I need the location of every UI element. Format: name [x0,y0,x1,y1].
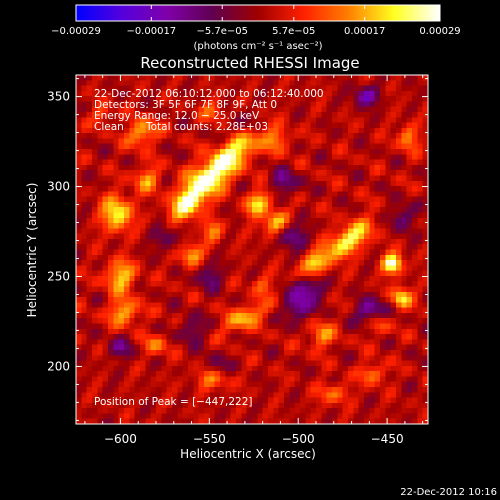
chart-title: Reconstructed RHESSI Image [140,54,359,72]
annotation-peak-position: Position of Peak = [−447,222] [94,396,253,408]
plot-frame [75,74,429,425]
annotation-clean: Clean [94,121,124,133]
colorbar-units-label: (photons cm⁻² s⁻¹ asec⁻²) [193,41,322,52]
y-axis: 200 250 300 350 [47,78,428,421]
y-tick-label: 250 [47,269,70,283]
annotation-time-range: 22-Dec-2012 06:10:12.000 to 06:12:40.000 [94,88,324,100]
annotation-energy-range: Energy Range: 12.0 − 25.0 keV [94,110,260,122]
x-tick-label: −600 [104,432,137,446]
x-tick-label: −450 [371,432,404,446]
colorbar-tick-label: 5.7e−05 [272,26,315,37]
colorbar-tick-label: −0.00017 [126,26,176,37]
annotation-detectors: Detectors: 3F 5F 6F 7F 8F 9F, Att 0 [94,99,277,111]
x-tick-label: −550 [193,432,226,446]
y-tick-label: 350 [47,90,70,104]
colorbar-ticks: −0.00029 −0.00017 −5.7e−05 5.7e−05 0.00017 0.… [51,5,461,37]
y-tick-label: 200 [47,359,70,373]
y-tick-label: 300 [47,180,70,194]
colorbar-tick-label: 0.00029 [419,26,460,37]
annotation-total-counts: Total counts: 2.28E+03 [145,121,268,133]
x-tick-label: −500 [282,432,315,446]
colorbar-tick-label: 0.00017 [344,26,385,37]
x-axis-label: Heliocentric X (arcsec) [180,447,316,461]
x-axis: −600 −550 −500 −450 [84,75,424,446]
colorbar-gradient [76,5,440,21]
colorbar-frame [75,4,441,22]
heatmap-image [76,75,428,424]
colorbar-tick-label: −5.7e−05 [196,26,248,37]
generation-timestamp: 22-Dec-2012 10:16 [400,487,497,498]
image-annotations: 22-Dec-2012 06:10:12.000 to 06:12:40.000… [94,88,324,408]
colorbar: −0.00029 −0.00017 −5.7e−05 5.7e−05 0.00017 0.… [51,4,461,52]
colorbar-tick-label: −0.00029 [51,26,101,37]
y-axis-label: Heliocentric Y (arcsec) [25,183,39,318]
